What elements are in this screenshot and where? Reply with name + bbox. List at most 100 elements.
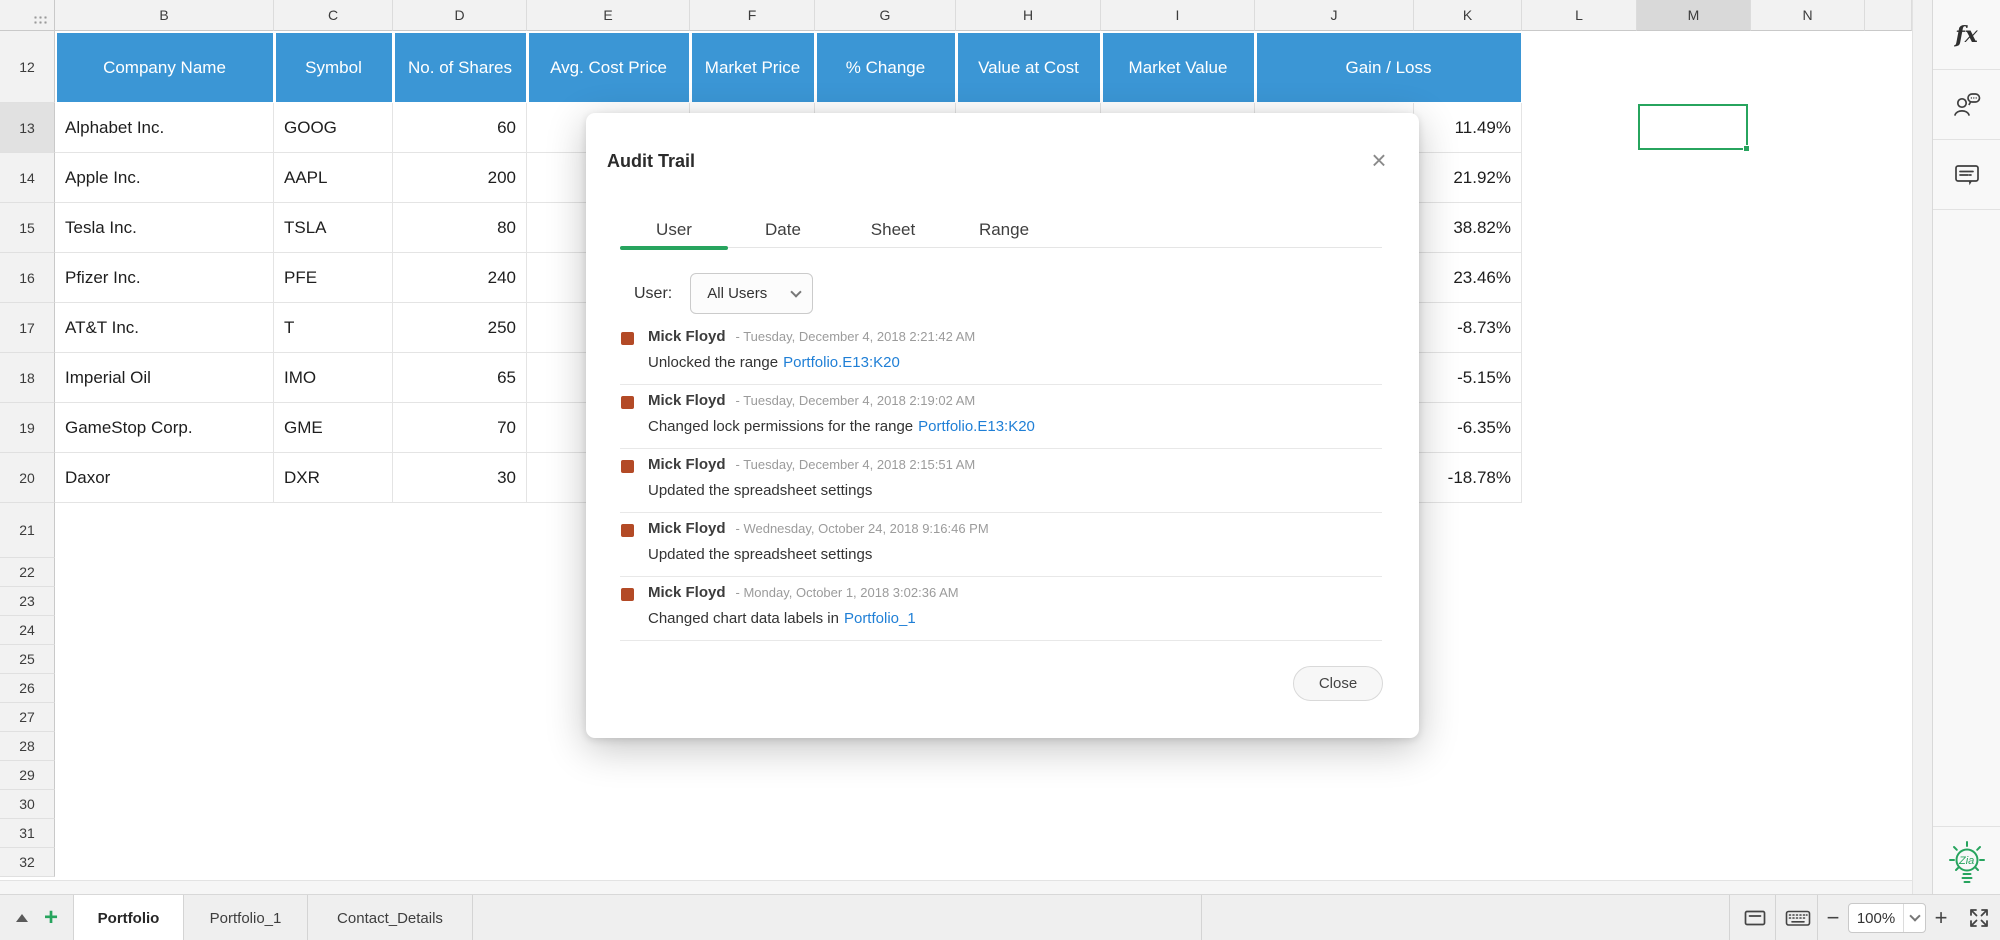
cell-B16[interactable]: Pfizer Inc.	[55, 253, 274, 303]
table-header-cell[interactable]: Company Name	[56, 33, 273, 102]
cell-K19[interactable]: -6.35%	[1414, 403, 1522, 453]
horizontal-scrollbar[interactable]	[0, 880, 1912, 894]
row-header-21[interactable]: 21	[0, 503, 55, 558]
column-header-G[interactable]: G	[815, 0, 956, 31]
row-header-29[interactable]: 29	[0, 761, 55, 790]
selection-mode-button[interactable]	[1735, 895, 1775, 940]
column-header-D[interactable]: D	[393, 0, 527, 31]
table-header-cell[interactable]: Symbol	[275, 33, 392, 102]
row-header-20[interactable]: 20	[0, 453, 55, 503]
cell-B19[interactable]: GameStop Corp.	[55, 403, 274, 453]
table-header-cell[interactable]: Avg. Cost Price	[528, 33, 689, 102]
add-sheet-button[interactable]: +	[38, 895, 64, 940]
cell-C19[interactable]: GME	[274, 403, 393, 453]
row-header-13[interactable]: 13	[0, 103, 55, 153]
fullscreen-button[interactable]	[1962, 895, 1996, 940]
close-button[interactable]: Close	[1293, 666, 1383, 701]
row-header-25[interactable]: 25	[0, 645, 55, 674]
zoom-dropdown[interactable]	[1903, 904, 1925, 932]
cell-B18[interactable]: Imperial Oil	[55, 353, 274, 403]
row-header-18[interactable]: 18	[0, 353, 55, 403]
cell-D14[interactable]: 200	[393, 153, 527, 203]
cell-K18[interactable]: -5.15%	[1414, 353, 1522, 403]
table-header-cell[interactable]: Market Price	[691, 33, 814, 102]
column-header-M[interactable]: M	[1637, 0, 1751, 31]
table-header-cell[interactable]: Value at Cost	[957, 33, 1100, 102]
cell-D19[interactable]: 70	[393, 403, 527, 453]
column-header-J[interactable]: J	[1255, 0, 1414, 31]
tab-user[interactable]: User	[620, 212, 728, 250]
cell-D16[interactable]: 240	[393, 253, 527, 303]
entry-range-link[interactable]: Portfolio.E13:K20	[918, 417, 1035, 435]
zoom-out-button[interactable]: −	[1822, 895, 1844, 940]
row-header-24[interactable]: 24	[0, 616, 55, 645]
row-header-12[interactable]: 12	[0, 31, 55, 103]
cell-D13[interactable]: 60	[393, 103, 527, 153]
cell-K14[interactable]: 21.92%	[1414, 153, 1522, 203]
comments-button[interactable]	[1933, 140, 2000, 210]
cell-D17[interactable]: 250	[393, 303, 527, 353]
select-all-corner[interactable]	[0, 0, 55, 31]
row-header-31[interactable]: 31	[0, 819, 55, 848]
zia-assistant-button[interactable]: Zia	[1933, 826, 2000, 894]
cell-B20[interactable]: Daxor	[55, 453, 274, 503]
tab-range[interactable]: Range	[948, 212, 1060, 248]
column-header-H[interactable]: H	[956, 0, 1101, 31]
cell-C14[interactable]: AAPL	[274, 153, 393, 203]
cell-K16[interactable]: 23.46%	[1414, 253, 1522, 303]
row-header-19[interactable]: 19	[0, 403, 55, 453]
tab-sheet[interactable]: Sheet	[838, 212, 948, 248]
sheet-tab-contact-details[interactable]: Contact_Details	[308, 895, 473, 940]
cell-C18[interactable]: IMO	[274, 353, 393, 403]
cell-C20[interactable]: DXR	[274, 453, 393, 503]
tab-date[interactable]: Date	[728, 212, 838, 248]
row-header-26[interactable]: 26	[0, 674, 55, 703]
column-header-E[interactable]: E	[527, 0, 690, 31]
cell-B14[interactable]: Apple Inc.	[55, 153, 274, 203]
table-header-cell[interactable]: % Change	[816, 33, 955, 102]
row-header-14[interactable]: 14	[0, 153, 55, 203]
row-header-28[interactable]: 28	[0, 732, 55, 761]
table-header-cell[interactable]: Gain / Loss	[1256, 33, 1521, 102]
sheet-tab-portfolio-1[interactable]: Portfolio_1	[184, 895, 308, 940]
cell-K17[interactable]: -8.73%	[1414, 303, 1522, 353]
virtual-keyboard-button[interactable]	[1779, 895, 1817, 940]
collapse-tabs-button[interactable]	[10, 895, 34, 940]
formula-fx-button[interactable]: fx	[1933, 0, 2000, 70]
cell-D20[interactable]: 30	[393, 453, 527, 503]
entry-range-link[interactable]: Portfolio_1	[843, 609, 916, 627]
row-header-16[interactable]: 16	[0, 253, 55, 303]
cell-D18[interactable]: 65	[393, 353, 527, 403]
row-header-17[interactable]: 17	[0, 303, 55, 353]
column-header-I[interactable]: I	[1101, 0, 1255, 31]
cell-B15[interactable]: Tesla Inc.	[55, 203, 274, 253]
cell-K13[interactable]: 11.49%	[1414, 103, 1522, 153]
zoom-level-select[interactable]: 100%	[1848, 903, 1926, 933]
row-header-23[interactable]: 23	[0, 587, 55, 616]
cell-C15[interactable]: TSLA	[274, 203, 393, 253]
row-header-32[interactable]: 32	[0, 848, 55, 877]
cell-K15[interactable]: 38.82%	[1414, 203, 1522, 253]
cell-C16[interactable]: PFE	[274, 253, 393, 303]
dialog-close-button[interactable]: ×	[1364, 145, 1394, 175]
entry-range-link[interactable]: Portfolio.E13:K20	[783, 353, 900, 371]
column-header-F[interactable]: F	[690, 0, 815, 31]
column-header-N[interactable]: N	[1751, 0, 1865, 31]
sheet-tab-portfolio[interactable]: Portfolio	[73, 895, 184, 940]
user-filter-dropdown[interactable]: All Users	[690, 273, 814, 314]
cell-C13[interactable]: GOOG	[274, 103, 393, 153]
discuss-button[interactable]	[1933, 70, 2000, 140]
zoom-in-button[interactable]: +	[1930, 895, 1952, 940]
row-header-27[interactable]: 27	[0, 703, 55, 732]
cell-B17[interactable]: AT&T Inc.	[55, 303, 274, 353]
table-header-cell[interactable]: No. of Shares	[394, 33, 526, 102]
column-header-L[interactable]: L	[1522, 0, 1637, 31]
vertical-scrollbar[interactable]	[1912, 0, 1932, 894]
row-header-15[interactable]: 15	[0, 203, 55, 253]
column-header-K[interactable]: K	[1414, 0, 1522, 31]
row-header-30[interactable]: 30	[0, 790, 55, 819]
row-header-22[interactable]: 22	[0, 558, 55, 587]
table-header-cell[interactable]: Market Value	[1102, 33, 1254, 102]
cell-C17[interactable]: T	[274, 303, 393, 353]
fill-handle[interactable]	[1743, 145, 1750, 152]
